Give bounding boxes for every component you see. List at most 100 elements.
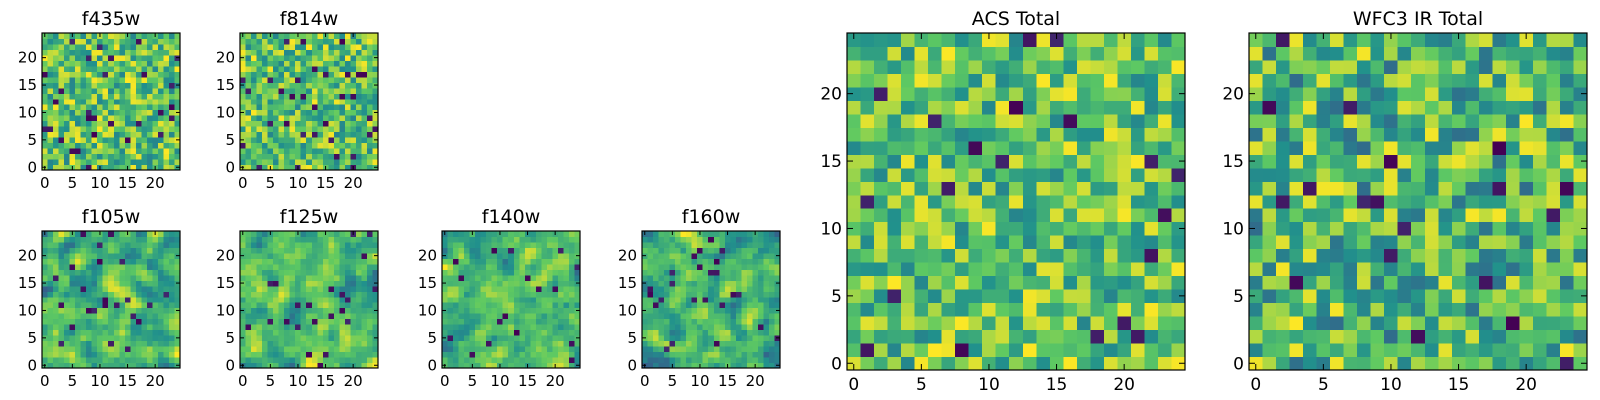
heatmap-cell [317,98,324,105]
heatmap-cell [146,87,153,94]
panel-title: f160w [682,206,741,228]
heatmap-cell [69,87,76,94]
heatmap-cell [366,126,373,133]
heatmap-cell [768,280,775,287]
heatmap-cell [130,131,137,138]
heatmap-cell [157,71,164,78]
heatmap-cell [447,357,454,364]
heatmap-cell [1022,86,1037,101]
heatmap-cell [168,247,175,254]
heatmap-cell [344,54,351,61]
heatmap-cell [968,262,983,277]
heatmap-cell [306,351,313,358]
heatmap-cell [152,324,159,331]
heatmap-cell [284,307,291,314]
heatmap-cell [262,252,269,259]
heatmap-cell [1076,59,1091,74]
heatmap-cell [982,194,997,209]
heatmap-cell [874,113,889,128]
heatmap-cell [80,38,87,45]
heatmap-cell [955,86,970,101]
heatmap-cell [1505,302,1520,317]
heatmap-cell [339,302,346,309]
heatmap-cell [355,65,362,72]
heatmap-cell [1573,356,1588,371]
heatmap-cell [686,236,693,243]
heatmap-cell [306,247,313,254]
heatmap-cell [1090,221,1105,236]
heatmap-cell [1090,262,1105,277]
heatmap-cell [1063,235,1078,250]
heatmap-cell [1370,316,1385,331]
heatmap-cell [653,296,660,303]
heatmap-cell [322,131,329,138]
heatmap-cell [130,93,137,100]
heatmap-cell [317,247,324,254]
heatmap-cell [647,263,654,270]
heatmap-cell [664,252,671,259]
heatmap-cell [157,137,164,144]
heatmap-cell [124,93,131,100]
heatmap-cell [42,241,49,248]
heatmap-cell [273,269,280,276]
heatmap-cell [262,351,269,358]
heatmap-cell [350,280,357,287]
heatmap-cell [278,252,285,259]
heatmap-cell [42,49,49,56]
heatmap-cell [552,258,559,265]
heatmap-cell [86,274,93,281]
heatmap-cell [91,49,98,56]
heatmap-cell [469,258,476,265]
heatmap-cell [135,252,142,259]
heatmap-cell [491,236,498,243]
heatmap-cell [968,59,983,74]
heatmap-cell [339,126,346,133]
heatmap-cell [141,142,148,149]
heatmap-cell [887,194,902,209]
heatmap-cell [768,252,775,259]
heatmap-cell [1532,356,1547,371]
heatmap-cell [262,76,269,83]
heatmap-cell [344,285,351,292]
heatmap-cell [240,263,247,270]
heatmap-cell [757,335,764,342]
heatmap-cell [366,87,373,94]
x-tick-label: 10 [288,174,307,192]
heatmap-cell [361,87,368,94]
heatmap-cell [1090,194,1105,209]
heatmap-cell [108,38,115,45]
heatmap-cell [267,285,274,292]
heatmap-cell [273,43,280,50]
x-tick-label: 5 [668,372,678,390]
heatmap-cell [339,153,346,160]
heatmap-cell [1036,33,1051,47]
heatmap-cell [557,236,564,243]
heatmap-cell [135,296,142,303]
heatmap-cell [119,357,126,364]
heatmap-cell [262,109,269,116]
heatmap-cell [1049,33,1064,47]
heatmap-cell [174,231,181,237]
heatmap-cell [344,296,351,303]
heatmap-cell [1370,194,1385,209]
heatmap-cell [724,335,731,342]
heatmap-cell [311,324,318,331]
heatmap-cell [361,236,368,243]
heatmap-cell [1303,167,1318,182]
heatmap-cell [486,313,493,320]
heatmap-cell [130,252,137,259]
heatmap-cell [339,291,346,298]
heatmap-cell [1063,113,1078,128]
heatmap-cell [328,131,335,138]
heatmap-cell [322,274,329,281]
heatmap-cell [702,269,709,276]
heatmap-cell [1289,221,1304,236]
heatmap-cell [146,137,153,144]
heatmap-cell [914,33,929,47]
panel-title: WFC3 IR Total [1353,8,1483,30]
heatmap-cell [1262,194,1277,209]
heatmap-cell [574,241,581,248]
heatmap-cell [366,318,373,325]
heatmap-cell [475,236,482,243]
heatmap-cell [1049,289,1064,304]
